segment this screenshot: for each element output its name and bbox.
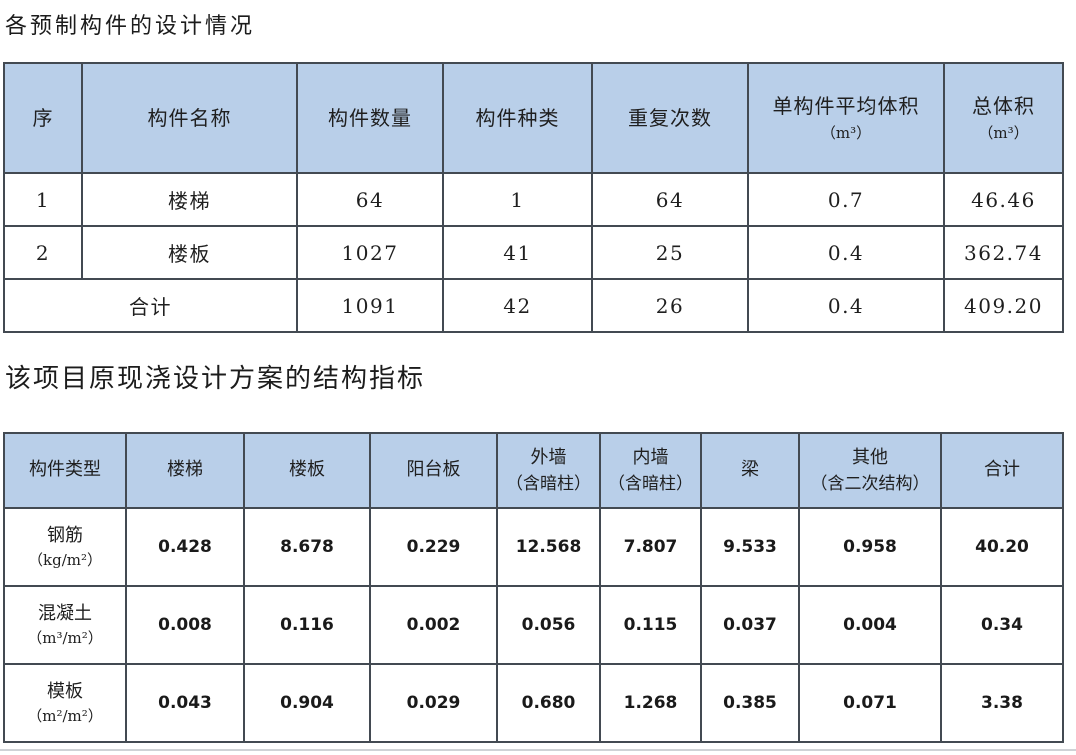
t2-header-slab: 楼板 (243, 432, 371, 509)
t1-cell-name: 楼梯 (81, 172, 298, 227)
section1-title: 各预制构件的设计情况 (5, 14, 256, 39)
t2-header-ext-wall-label: 外墙 (530, 446, 567, 468)
t2-cell: 0.071 (798, 663, 942, 743)
table-row: 混凝土 （m³/m²） 0.008 0.116 0.002 0.056 0.11… (3, 585, 1064, 665)
t1-cell-no: 1 (3, 172, 83, 227)
t2-cell: 0.385 (700, 663, 800, 743)
t1-header-kinds: 构件种类 (442, 62, 593, 174)
t2-rowlabel-rebar-unit: （kg/m²） (28, 550, 102, 569)
t2-cell: 0.958 (798, 507, 942, 587)
t1-header-avg-vol-unit: （m³） (820, 123, 872, 142)
page-bottom-divider (0, 749, 1076, 751)
t1-header-repeats: 重复次数 (591, 62, 749, 174)
cast-in-place-indicators-table: 构件类型 楼梯 楼板 阳台板 外墙 （含暗柱） 内墙 （含暗柱） 梁 其他 （含… (3, 432, 1064, 743)
table-row: 1 楼梯 64 1 64 0.7 46.46 (3, 172, 1064, 227)
t1-cell-repeats: 25 (591, 225, 749, 280)
t1-header-total-vol-unit: （m³） (978, 123, 1029, 142)
t2-header-int-wall: 内墙 （含暗柱） (599, 432, 702, 509)
t2-header: 构件类型 楼梯 楼板 阳台板 外墙 （含暗柱） 内墙 （含暗柱） 梁 其他 （含… (3, 432, 1064, 509)
t1-header-name: 构件名称 (81, 62, 298, 174)
t1-header: 序 构件名称 构件数量 构件种类 重复次数 单构件平均体积 （m³） 总体积 （… (3, 62, 1064, 174)
t2-cell: 0.680 (496, 663, 601, 743)
t1-total-total-vol: 409.20 (943, 278, 1064, 333)
t2-header-ext-wall-sub: （含暗柱） (506, 473, 591, 494)
t1-cell-avg-vol: 0.4 (747, 225, 945, 280)
t2-cell: 1.268 (599, 663, 702, 743)
t2-cell: 0.115 (599, 585, 702, 665)
t2-rowlabel-rebar: 钢筋 （kg/m²） (3, 507, 127, 587)
t2-rowlabel-concrete: 混凝土 （m³/m²） (3, 585, 127, 665)
t2-cell: 7.807 (599, 507, 702, 587)
t1-total-label: 合计 (3, 278, 298, 333)
t2-header-type: 构件类型 (3, 432, 127, 509)
t1-cell-kinds: 1 (442, 172, 593, 227)
t1-total-avg-vol: 0.4 (747, 278, 945, 333)
t2-cell: 12.568 (496, 507, 601, 587)
t1-cell-no: 2 (3, 225, 83, 280)
t2-cell: 0.029 (369, 663, 498, 743)
t2-cell: 0.002 (369, 585, 498, 665)
t2-header-stairs: 楼梯 (125, 432, 245, 509)
t1-header-row: 序 构件名称 构件数量 构件种类 重复次数 单构件平均体积 （m³） 总体积 （… (3, 62, 1064, 174)
t1-total-repeats: 26 (591, 278, 749, 333)
t2-cell: 0.004 (798, 585, 942, 665)
t1-header-no: 序 (3, 62, 83, 174)
t1-cell-qty: 1027 (296, 225, 444, 280)
t2-cell: 0.043 (125, 663, 245, 743)
t2-cell: 0.116 (243, 585, 371, 665)
t2-rowlabel-concrete-unit: （m³/m²） (27, 628, 103, 647)
t2-cell: 3.38 (940, 663, 1064, 743)
t2-cell: 8.678 (243, 507, 371, 587)
t2-rowlabel-formwork-unit: （m²/m²） (27, 706, 103, 725)
t1-header-total-vol: 总体积 （m³） (943, 62, 1064, 174)
t2-rowlabel-formwork: 模板 （m²/m²） (3, 663, 127, 743)
t1-cell-name: 楼板 (81, 225, 298, 280)
total-row: 合计 1091 42 26 0.4 409.20 (3, 278, 1064, 333)
t1-cell-qty: 64 (296, 172, 444, 227)
t2-cell: 0.904 (243, 663, 371, 743)
t2-cell: 0.34 (940, 585, 1064, 665)
table-row: 模板 （m²/m²） 0.043 0.904 0.029 0.680 1.268… (3, 663, 1064, 743)
t1-total-qty: 1091 (296, 278, 444, 333)
t2-cell: 9.533 (700, 507, 800, 587)
t2-header-other: 其他 （含二次结构） (798, 432, 942, 509)
t2-cell: 0.037 (700, 585, 800, 665)
t1-cell-total-vol: 362.74 (943, 225, 1064, 280)
t2-header-beam: 梁 (700, 432, 800, 509)
table-row: 2 楼板 1027 41 25 0.4 362.74 (3, 225, 1064, 280)
t2-header-other-sub: （含二次结构） (810, 473, 930, 494)
t1-header-avg-vol: 单构件平均体积 （m³） (747, 62, 945, 174)
t2-header-int-wall-sub: （含暗柱） (608, 473, 693, 494)
t2-rowlabel-rebar-name: 钢筋 (47, 525, 83, 547)
t1-cell-repeats: 64 (591, 172, 749, 227)
t2-header-other-label: 其他 (852, 446, 888, 468)
t2-header-total: 合计 (940, 432, 1064, 509)
table-row: 钢筋 （kg/m²） 0.428 8.678 0.229 12.568 7.80… (3, 507, 1064, 587)
t2-cell: 0.428 (125, 507, 245, 587)
t1-cell-kinds: 41 (442, 225, 593, 280)
t1-header-avg-vol-label: 单构件平均体积 (772, 93, 920, 118)
t2-cell: 40.20 (940, 507, 1064, 587)
t2-rowlabel-concrete-name: 混凝土 (38, 603, 92, 625)
t1-cell-avg-vol: 0.7 (747, 172, 945, 227)
t2-header-ext-wall: 外墙 （含暗柱） (496, 432, 601, 509)
prefab-components-table: 序 构件名称 构件数量 构件种类 重复次数 单构件平均体积 （m³） 总体积 （… (3, 62, 1064, 333)
t1-header-qty: 构件数量 (296, 62, 444, 174)
t1-header-total-vol-label: 总体积 (972, 93, 1035, 118)
t2-cell: 0.008 (125, 585, 245, 665)
t2-cell: 0.229 (369, 507, 498, 587)
t2-cell: 0.056 (496, 585, 601, 665)
t1-total-kinds: 42 (442, 278, 593, 333)
t2-header-balcony: 阳台板 (369, 432, 498, 509)
t2-header-int-wall-label: 内墙 (632, 446, 669, 468)
t1-cell-total-vol: 46.46 (943, 172, 1064, 227)
t2-header-row: 构件类型 楼梯 楼板 阳台板 外墙 （含暗柱） 内墙 （含暗柱） 梁 其他 （含… (3, 432, 1064, 509)
t2-rowlabel-formwork-name: 模板 (47, 681, 83, 703)
section2-title: 该项目原现浇设计方案的结构指标 (5, 364, 426, 394)
